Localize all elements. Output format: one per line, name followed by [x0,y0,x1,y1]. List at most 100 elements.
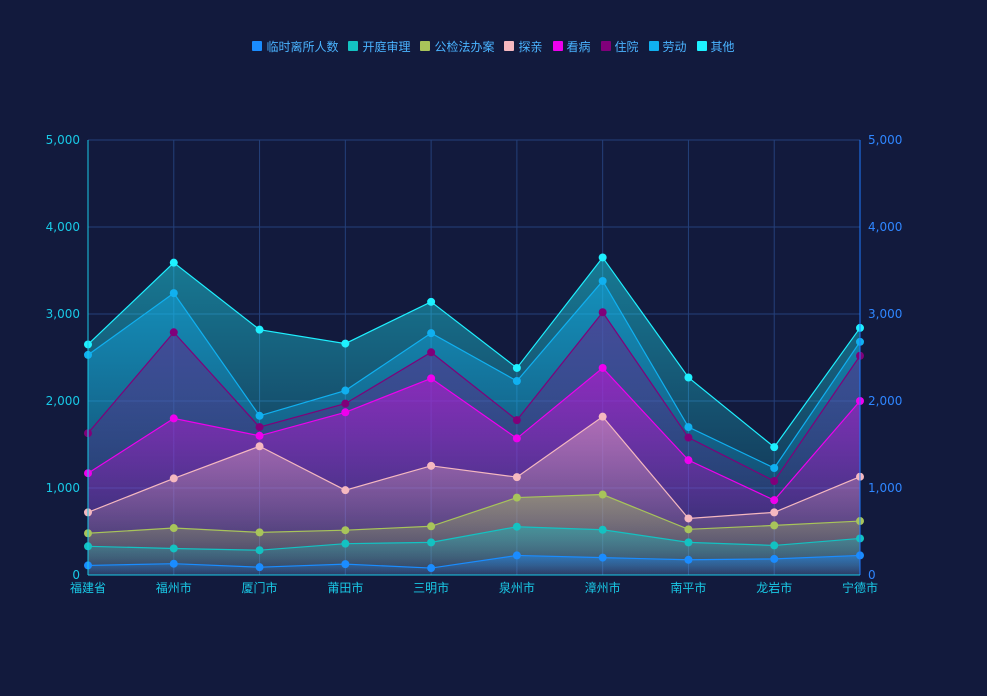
y-tick-label-left: 0 [72,568,80,582]
legend-item[interactable]: 开庭审理 [348,38,410,55]
legend-label: 公检法办案 [434,39,495,54]
legend: 临时离所人数 开庭审理 公检法办案 探亲 看病 住院 劳动 其他 [0,36,987,56]
data-point [255,442,264,451]
x-tick-label: 三明市 [413,580,449,595]
y-tick-label-left: 2,000 [46,394,80,408]
series-line-2 [87,493,861,534]
data-point [427,522,436,531]
data-point [598,253,607,262]
series-line-7 [87,256,861,448]
legend-item[interactable]: 住院 [600,38,639,55]
legend-item[interactable]: 临时离所人数 [252,38,338,55]
legend-swatch [252,41,263,51]
data-point [255,546,264,555]
legend-label: 住院 [614,39,639,54]
data-point [684,423,693,432]
data-point [255,563,264,572]
series-line-1 [87,526,861,551]
legend-swatch [648,41,659,51]
tick-labels: 0 0 1,000 1,000 2,000 2,000 3,000 3,000 4,000 4,0… [46,133,903,595]
data-point [427,297,436,306]
x-tick-label: 厦门市 [242,580,278,595]
data-point [169,544,178,553]
data-point [512,551,521,560]
data-point [341,486,350,495]
data-point [255,325,264,334]
data-point [598,412,607,421]
y-tick-label-right: 0 [868,568,876,582]
legend-item[interactable]: 看病 [552,38,591,55]
legend-label: 其他 [710,39,735,54]
x-tick-label: 泉州市 [499,580,535,595]
series-line-5 [87,311,861,482]
legend-swatch [504,41,515,51]
data-point [770,554,779,563]
data-point [427,374,436,383]
series-points [84,253,864,573]
data-point [512,416,521,425]
data-point [255,431,264,440]
series-lines [87,256,861,569]
x-tick-label: 漳州市 [585,580,621,595]
y-tick-label-right: 2,000 [868,394,902,408]
data-point [770,496,779,505]
data-point [427,564,436,573]
data-point [427,348,436,357]
x-tick-label: 福州市 [156,580,192,595]
data-point [341,339,350,348]
legend-label: 探亲 [518,39,543,54]
data-point [598,276,607,285]
legend-item[interactable]: 探亲 [504,38,543,55]
data-point [770,521,779,530]
y-tick-label-left: 3,000 [46,307,80,321]
y-tick-label-right: 5,000 [868,133,902,147]
areas [88,257,860,575]
data-point [770,463,779,472]
data-point [427,538,436,547]
series-line-3 [87,415,861,520]
y-tick-label-left: 1,000 [46,481,80,495]
data-point [341,386,350,395]
series-line-6 [87,279,861,469]
legend-item[interactable]: 其他 [696,38,735,55]
data-point [255,411,264,420]
area-0 [88,555,860,575]
data-point [770,508,779,517]
data-point [684,525,693,534]
legend-swatch [600,41,611,51]
data-point [512,363,521,372]
y-tick-label-right: 4,000 [868,220,902,234]
data-point [684,538,693,547]
legend-swatch [348,41,359,51]
data-point [598,308,607,317]
data-point [512,493,521,502]
legend-label: 看病 [566,39,591,54]
data-point [341,399,350,408]
x-tick-label: 福建省 [70,580,106,595]
data-point [255,423,264,432]
data-point [598,553,607,562]
data-point [598,525,607,534]
legend-item[interactable]: 公检法办案 [420,38,494,55]
data-point [512,376,521,385]
data-point [341,539,350,548]
data-point [169,559,178,568]
legend-label: 临时离所人数 [266,39,339,54]
x-tick-label: 南平市 [670,580,706,595]
data-point [169,414,178,423]
data-point [684,373,693,382]
legend-item[interactable]: 劳动 [648,38,687,55]
series-line-4 [87,367,861,501]
legend-label: 开庭审理 [362,39,411,54]
data-point [770,541,779,550]
data-point [169,328,178,337]
data-point [598,363,607,372]
data-point [427,461,436,470]
data-point [598,490,607,499]
data-point [341,408,350,417]
legend-swatch [552,41,563,51]
data-point [770,443,779,452]
data-point [684,456,693,465]
